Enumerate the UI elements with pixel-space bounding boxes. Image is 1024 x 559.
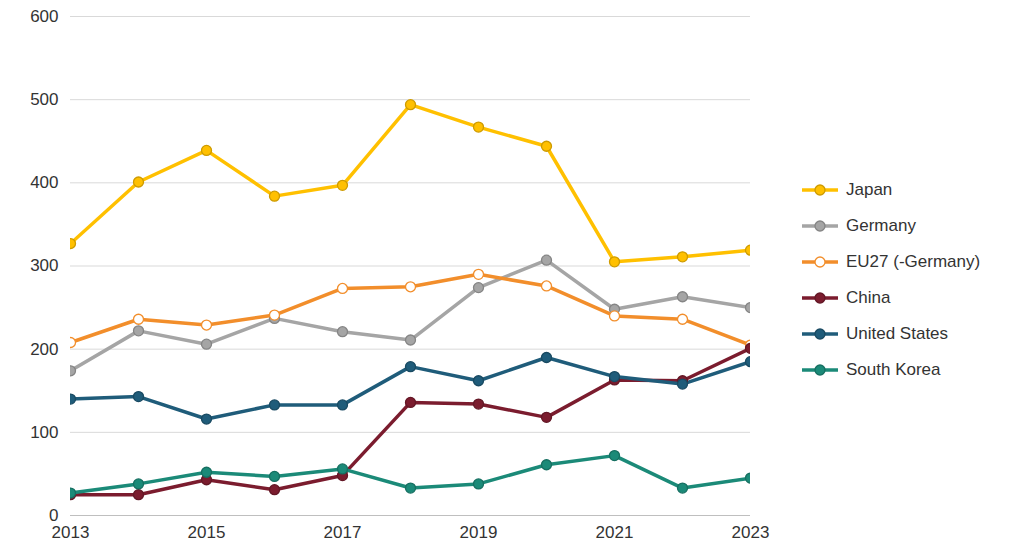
svg-text:500: 500 bbox=[30, 90, 58, 109]
html-text:China: China bbox=[846, 288, 891, 307]
svg-text:2019: 2019 bbox=[460, 523, 498, 542]
html-text:United States: United States bbox=[846, 324, 949, 343]
html-text:Germany: Germany bbox=[846, 216, 916, 235]
svg-text:0: 0 bbox=[49, 505, 59, 525]
html-text:South Korea: South Korea bbox=[846, 360, 941, 379]
svg-text:300: 300 bbox=[30, 256, 58, 275]
svg-text:600: 600 bbox=[30, 7, 58, 26]
svg-text:100: 100 bbox=[30, 423, 58, 442]
html-text:EU27 (-Germany): EU27 (-Germany) bbox=[846, 252, 981, 271]
svg-text:2015: 2015 bbox=[188, 523, 226, 542]
svg-text:2023: 2023 bbox=[732, 523, 770, 542]
svg-text:200: 200 bbox=[30, 340, 58, 359]
html-text:Japan: Japan bbox=[846, 180, 893, 199]
svg-text:2017: 2017 bbox=[324, 523, 362, 542]
svg-text:2021: 2021 bbox=[596, 523, 634, 542]
svg-text:2013: 2013 bbox=[52, 523, 90, 542]
svg-text:400: 400 bbox=[30, 173, 58, 192]
